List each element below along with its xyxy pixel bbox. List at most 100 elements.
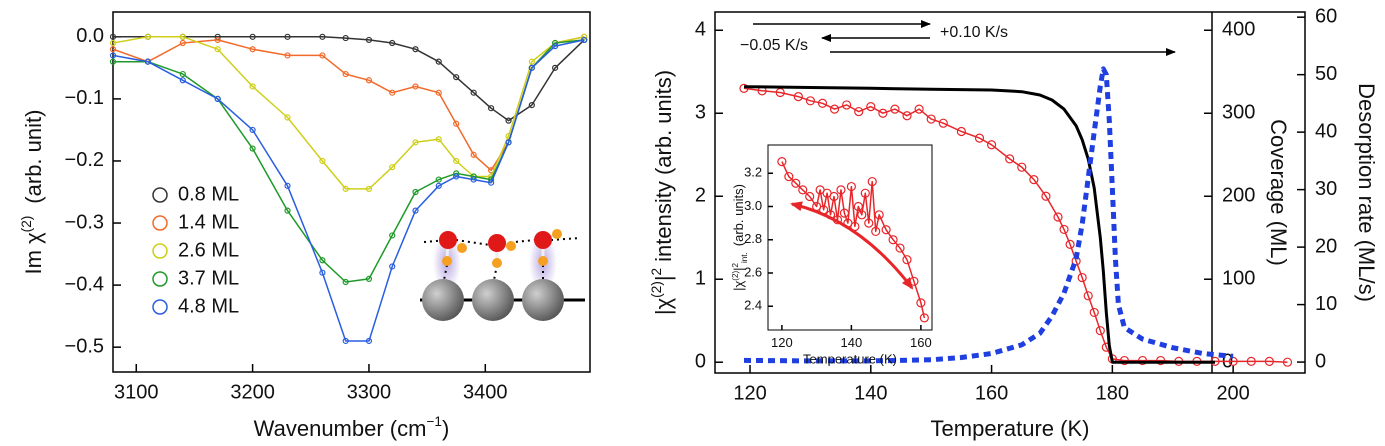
data-point xyxy=(1095,326,1105,336)
data-point xyxy=(470,151,477,158)
data-point xyxy=(1137,355,1148,366)
legend-label: 1.4 ML xyxy=(178,211,239,233)
y-tick-label: −0.5 xyxy=(65,335,104,357)
data-point xyxy=(1083,291,1093,301)
series-line xyxy=(743,66,1234,364)
data-point xyxy=(1246,356,1256,366)
data-point xyxy=(342,337,349,345)
series-line xyxy=(743,87,1288,363)
data-point xyxy=(581,36,588,44)
y-axis-label: Im χ(2) (arb. unit) xyxy=(19,110,46,275)
data-point xyxy=(453,120,460,127)
y2-tick-label: 300 xyxy=(1222,102,1255,124)
data-point xyxy=(1228,356,1238,366)
data-point xyxy=(109,52,117,59)
y3-tick-label: 10 xyxy=(1315,293,1337,315)
data-point xyxy=(551,64,559,71)
data-point xyxy=(1017,162,1027,172)
data-point xyxy=(214,36,221,44)
x-tick-label: 3300 xyxy=(347,381,392,403)
series-line xyxy=(743,85,1215,364)
data-point xyxy=(1089,307,1099,318)
x-tick-label: 200 xyxy=(1216,382,1249,404)
legend-marker xyxy=(152,215,168,231)
data-point xyxy=(144,33,152,40)
data-point xyxy=(846,181,856,192)
data-point xyxy=(319,52,326,59)
data-point xyxy=(829,191,839,202)
data-point xyxy=(389,89,396,96)
x-tick-label: 160 xyxy=(975,382,1008,404)
data-point xyxy=(488,179,495,186)
label-part: (2) xyxy=(731,271,740,281)
y-tick-label: 0 xyxy=(695,350,706,372)
series-line xyxy=(112,36,585,172)
data-point xyxy=(109,39,117,47)
annotation: −0.05 K/s xyxy=(740,37,808,54)
data-point xyxy=(284,52,291,59)
label-part: (arb. units) xyxy=(731,184,746,246)
data-point xyxy=(938,118,948,128)
plot-frame xyxy=(767,144,933,331)
data-point xyxy=(284,33,291,40)
data-point xyxy=(365,36,373,44)
data-point xyxy=(914,104,924,114)
label-part: Wavenumber (cm xyxy=(254,416,427,441)
legend-label: 0.8 ML xyxy=(178,183,239,205)
y2-tick-label: 100 xyxy=(1222,268,1255,290)
label-part: | xyxy=(651,275,676,281)
data-point xyxy=(365,275,373,282)
data-point xyxy=(505,139,512,146)
label-part: (2) xyxy=(649,281,664,298)
data-point xyxy=(777,157,787,167)
data-point xyxy=(435,182,442,189)
data-point xyxy=(842,100,852,110)
y3-axis-label: Desorption rate (ML/s) xyxy=(1354,83,1379,302)
data-point xyxy=(581,33,588,40)
data-point xyxy=(791,178,801,188)
data-point xyxy=(902,111,912,121)
y-tick-label: 2 xyxy=(695,185,706,207)
data-point xyxy=(528,64,535,71)
data-point xyxy=(319,157,326,165)
label-part: ) xyxy=(442,416,449,441)
data-point xyxy=(1005,154,1015,164)
legend-marker xyxy=(152,187,168,203)
x-tick-label: 120 xyxy=(733,382,766,404)
y-axis-label: |χ(2)|2int. (arb. units) xyxy=(731,184,749,291)
data-point xyxy=(389,263,396,270)
data-point xyxy=(249,145,256,152)
data-point xyxy=(1282,357,1293,367)
data-point xyxy=(919,313,929,323)
data-point xyxy=(505,117,512,124)
data-point xyxy=(412,139,419,146)
rate-arrows: −0.05 K/s +0.10 K/s xyxy=(740,20,1176,56)
data-point xyxy=(179,77,186,84)
y-tick-label: −0.2 xyxy=(65,149,104,171)
data-point xyxy=(249,126,256,134)
data-point xyxy=(986,140,997,150)
data-point xyxy=(412,207,419,214)
data-point xyxy=(890,104,900,114)
x-axis-label: Wavenumber (cm−1) xyxy=(254,414,450,441)
data-point xyxy=(829,104,840,114)
label-part: (2) xyxy=(19,216,34,233)
data-point xyxy=(551,43,559,50)
data-point xyxy=(284,207,291,214)
x-tick-label: 3200 xyxy=(230,381,275,403)
data-point xyxy=(817,98,828,108)
data-point xyxy=(528,102,535,109)
y-axis-label: |χ(2)|2 intensity (arb. units) xyxy=(649,70,676,315)
y-tick-label: −0.1 xyxy=(65,87,104,109)
adsorbate-illustration xyxy=(420,229,585,321)
data-point xyxy=(179,39,186,47)
series-line xyxy=(113,36,585,122)
data-point xyxy=(926,114,936,124)
legend-marker xyxy=(152,299,168,315)
x-tick-label: 120 xyxy=(771,335,793,350)
data-point xyxy=(836,185,846,195)
data-point xyxy=(249,46,256,53)
y-tick-label: 3.0 xyxy=(744,198,762,213)
